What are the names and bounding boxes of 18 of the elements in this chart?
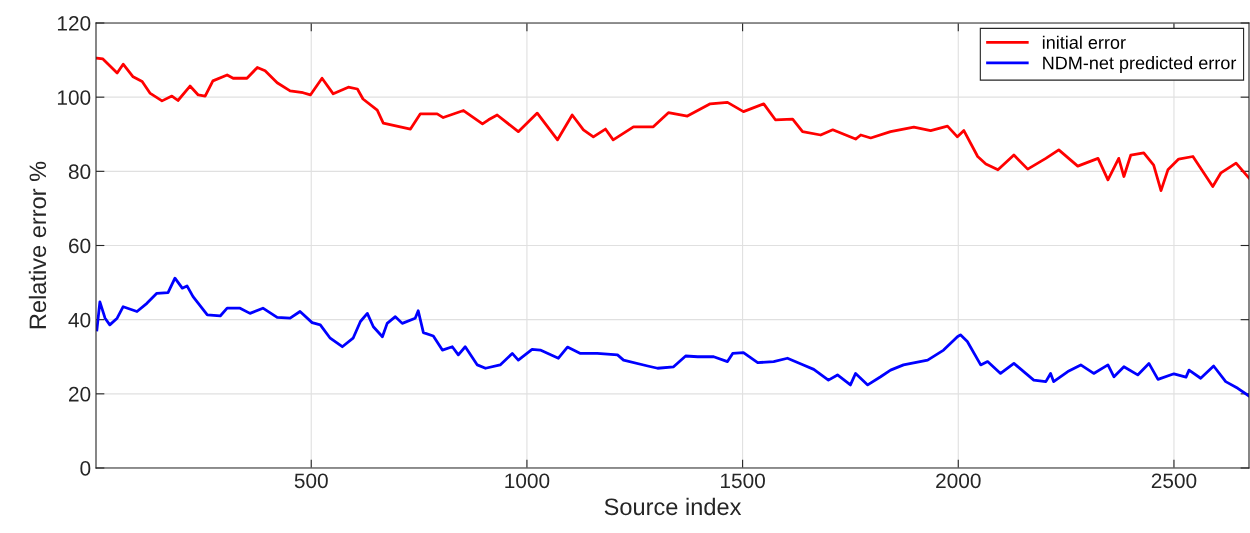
y-tick-label: 60 — [69, 238, 91, 254]
y-tick-label: 120 — [57, 16, 91, 31]
x-tick-label: 2500 — [1151, 473, 1197, 489]
x-tick-label: 2000 — [936, 473, 981, 489]
y-tick-label: 40 — [68, 312, 91, 328]
y-tick-label: 20 — [69, 386, 91, 402]
line-series — [96, 276, 1249, 398]
legend-label: initial error — [1042, 35, 1126, 49]
legend-label: NDM-net predicted error — [1043, 56, 1237, 73]
x-tick-label: 500 — [294, 473, 328, 489]
x-axis-title: Source index — [604, 497, 742, 516]
y-tick-label: 0 — [80, 461, 91, 476]
x-tick-label: 1500 — [721, 473, 765, 489]
y-tick-label: 80 — [68, 164, 91, 180]
y-axis-title: Relative error % — [28, 161, 47, 329]
line-series — [96, 56, 1249, 193]
x-tick-label: 1000 — [505, 473, 550, 489]
y-tick-label: 100 — [57, 90, 91, 105]
